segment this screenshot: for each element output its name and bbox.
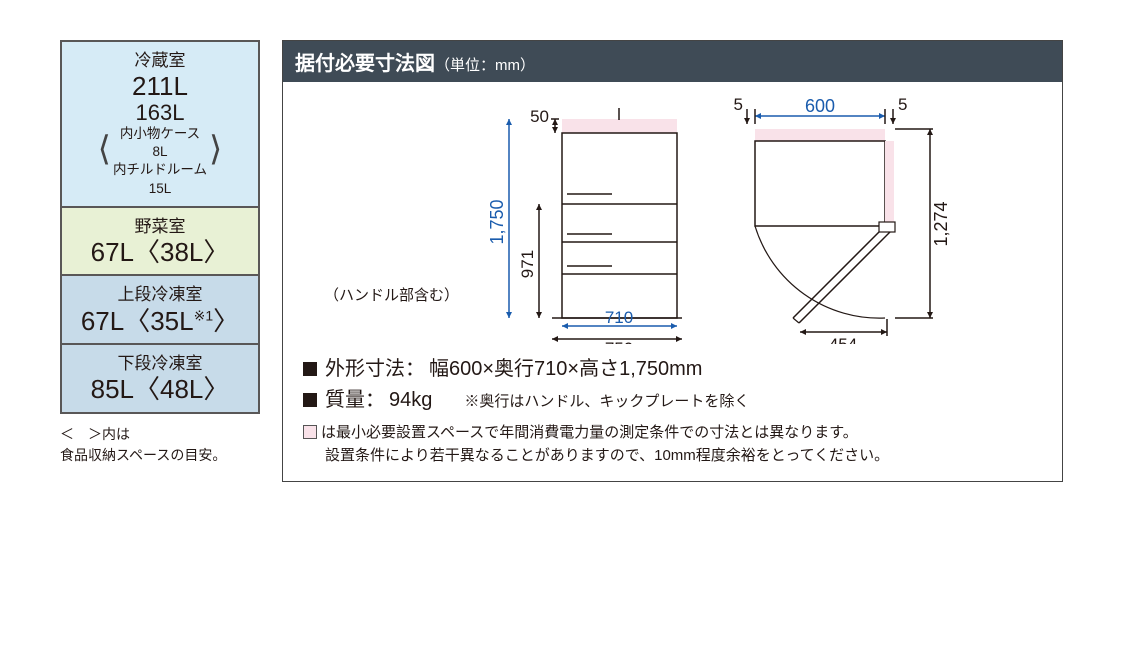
fridge-sub1-val: 8L bbox=[113, 143, 207, 161]
dim-height-total: 1,750 bbox=[487, 199, 507, 244]
veg-value: 67L〈38L〉 bbox=[68, 238, 252, 267]
fridge-subgroup: ⟨ 163L 内小物ケース 8L 内チルドルーム 15L ⟩ bbox=[68, 101, 252, 198]
fridge-title: 冷蔵室 bbox=[68, 50, 252, 72]
dim-width: 600 bbox=[805, 96, 835, 116]
dim-height-body: 971 bbox=[518, 250, 537, 278]
freezer-upper-value: 67L〈35L※1〉 bbox=[68, 307, 252, 336]
fridge-sub1-label: 内小物ケース bbox=[113, 125, 207, 143]
capacity-footnote: ＜ ＞内は 食品収納スペースの目安。 bbox=[60, 424, 260, 466]
spec2-val: 94kg bbox=[389, 385, 432, 416]
veg-title: 野菜室 bbox=[68, 216, 252, 238]
row-freezer-lower: 下段冷凍室 85L〈48L〉 bbox=[62, 343, 258, 412]
note-line2: 設置条件により若干異なることがありますので、10mm程度余裕をとってください。 bbox=[303, 445, 1042, 468]
front-view-diagram: 50 1,750 971 710 bbox=[467, 94, 707, 344]
angle-right-icon: ⟩ bbox=[209, 136, 222, 163]
spec-kome: ※奥行はハンドル、キックプレートを除く bbox=[464, 390, 749, 413]
capacity-table: 冷蔵室 211L ⟨ 163L 内小物ケース 8L 内チルドルーム 15L ⟩ … bbox=[60, 40, 260, 414]
notes: は最小必要設置スペースで年間消費電力量の測定条件での寸法とは異なります。 設置条… bbox=[283, 416, 1062, 467]
panel-header: 据付必要寸法図（単位：mm） bbox=[283, 41, 1062, 82]
fridge-sub2-val: 15L bbox=[113, 180, 207, 198]
header-title: 据付必要寸法図 bbox=[295, 53, 435, 75]
square-icon bbox=[303, 393, 317, 407]
dim-door-swing: 454 bbox=[829, 335, 857, 344]
header-unit: （単位：mm） bbox=[435, 57, 535, 74]
freezer-upper-title: 上段冷凍室 bbox=[68, 284, 252, 306]
spec1-label: 外形寸法： bbox=[325, 354, 425, 385]
dim-top-gap: 50 bbox=[530, 107, 549, 126]
square-icon bbox=[303, 362, 317, 376]
row-fridge: 冷蔵室 211L ⟨ 163L 内小物ケース 8L 内チルドルーム 15L ⟩ bbox=[62, 42, 258, 206]
spec-lines: 外形寸法： 幅600×奥行710×高さ1,750mm 質量： 94kg ※奥行は… bbox=[283, 352, 1062, 416]
capacity-column: 冷蔵室 211L ⟨ 163L 内小物ケース 8L 内チルドルーム 15L ⟩ … bbox=[60, 40, 260, 466]
spec1-val: 幅600×奥行710×高さ1,750mm bbox=[429, 354, 702, 385]
fridge-subvalue: 163L bbox=[113, 101, 207, 125]
diagram-area: （ハンドル部含む） 50 bbox=[283, 82, 1062, 352]
install-panel: 据付必要寸法図（単位：mm） （ハンドル部含む） bbox=[282, 40, 1063, 482]
top-view-diagram: 5 5 600 1,274 454 bbox=[715, 94, 995, 344]
page-root: 冷蔵室 211L ⟨ 163L 内小物ケース 8L 内チルドルーム 15L ⟩ … bbox=[60, 40, 1063, 482]
row-veg: 野菜室 67L〈38L〉 bbox=[62, 206, 258, 275]
dim-side-gap-l: 5 bbox=[734, 95, 743, 114]
pink-square-icon bbox=[303, 425, 317, 439]
fridge-value: 211L bbox=[68, 72, 252, 101]
dim-depth-open: 1,274 bbox=[931, 201, 951, 246]
freezer-lower-title: 下段冷凍室 bbox=[68, 353, 252, 375]
dim-width-total: 750 bbox=[605, 339, 633, 344]
dim-side-gap-r: 5 bbox=[898, 95, 907, 114]
dim-width-inc: 710 bbox=[605, 308, 633, 327]
row-freezer-upper: 上段冷凍室 67L〈35L※1〉 bbox=[62, 274, 258, 343]
handle-note: （ハンドル部含む） bbox=[299, 284, 459, 305]
fridge-sub2-label: 内チルドルーム bbox=[113, 161, 207, 179]
note-line1: は最小必要設置スペースで年間消費電力量の測定条件での寸法とは異なります。 bbox=[321, 424, 858, 441]
freezer-lower-value: 85L〈48L〉 bbox=[68, 375, 252, 404]
angle-left-icon: ⟨ bbox=[98, 136, 111, 163]
spec2-label: 質量： bbox=[325, 385, 385, 416]
